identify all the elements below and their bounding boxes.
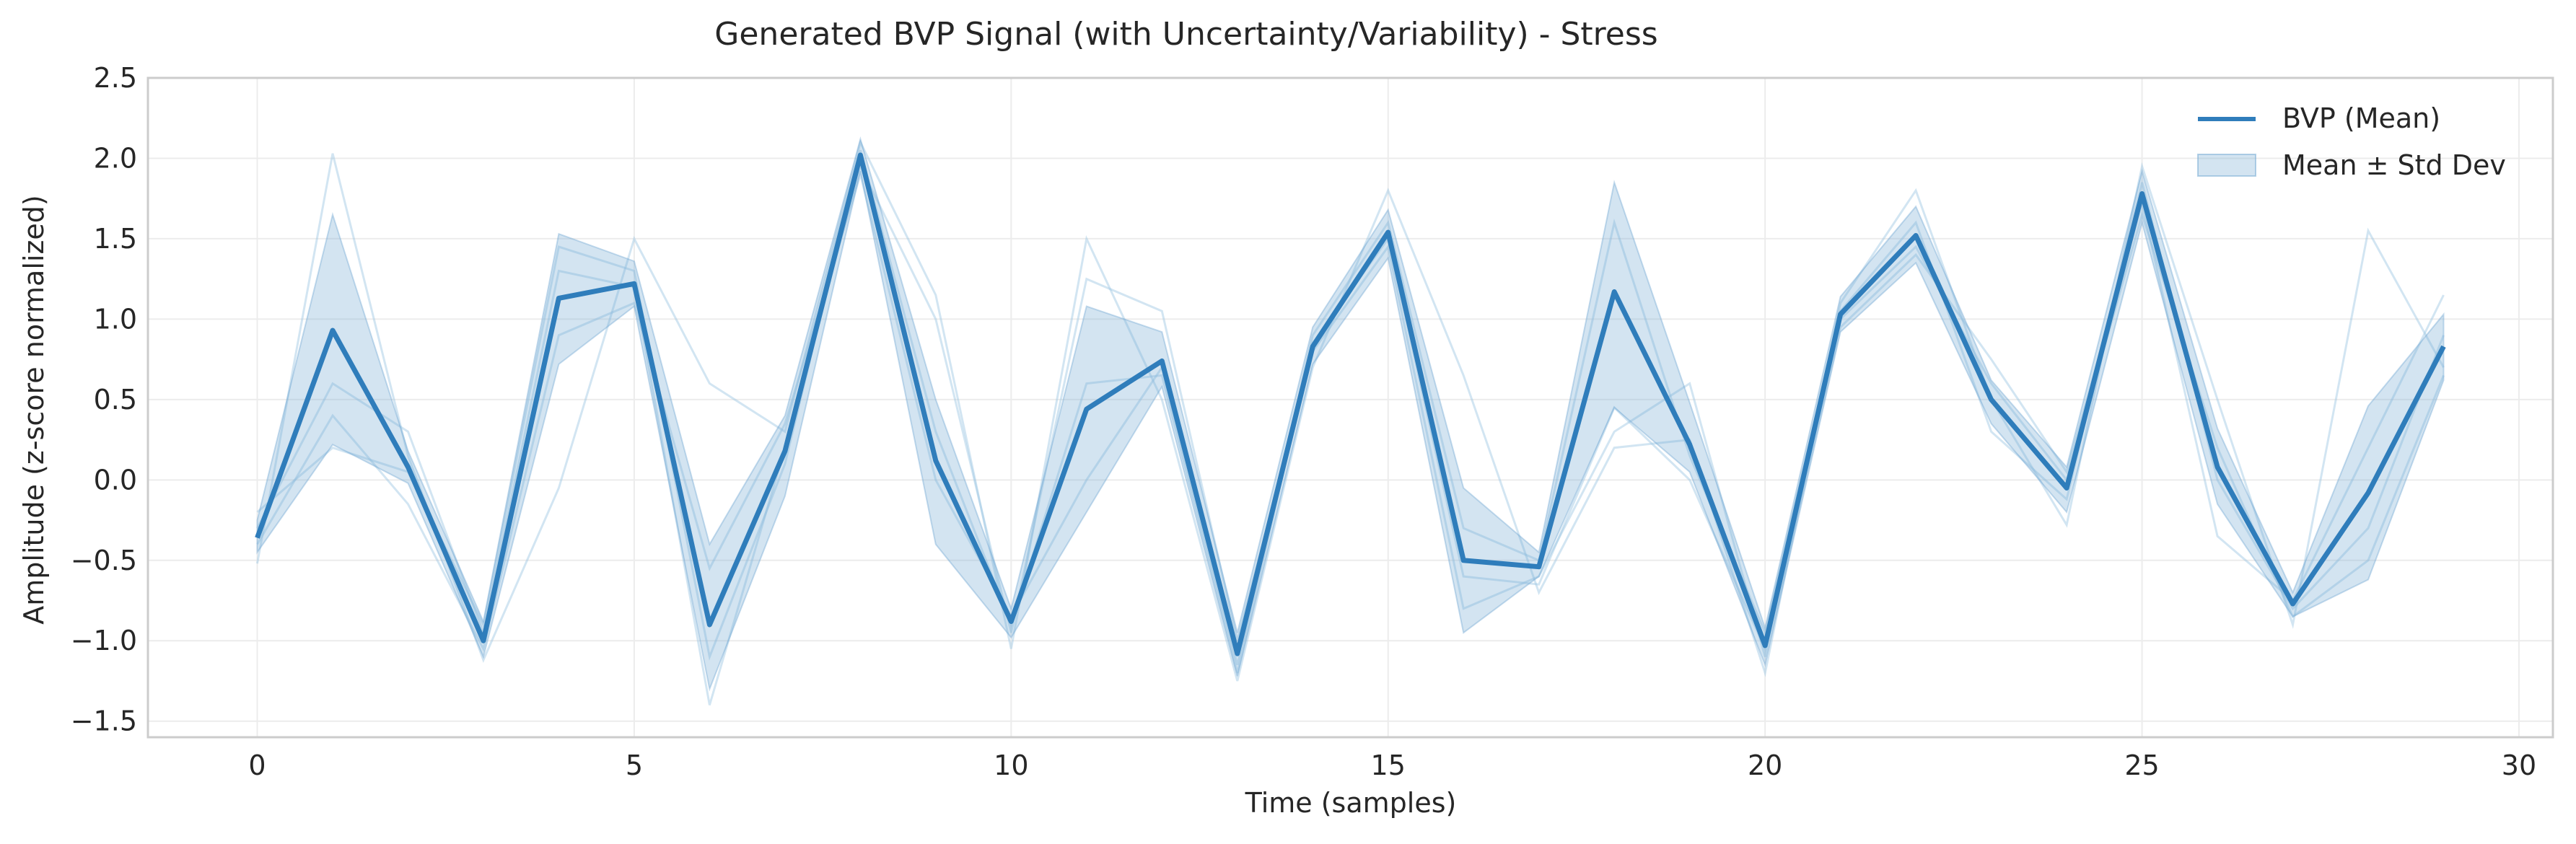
y-tick-label: −1.0 [71, 625, 137, 656]
y-tick-labels: −1.5 −1.0 −0.5 0.0 0.5 1.0 1.5 2.0 2.5 [71, 62, 137, 737]
x-tick-label: 15 [1371, 750, 1406, 781]
std-dev-band [256, 136, 2445, 692]
grid-lines [148, 77, 2553, 737]
y-tick-label: 1.0 [94, 303, 137, 335]
x-tick-labels: 0 5 10 15 20 25 30 [248, 750, 2536, 781]
x-tick-label: 0 [248, 750, 266, 781]
x-tick-label: 5 [626, 750, 643, 781]
sample-line [256, 139, 2445, 682]
x-tick-label: 20 [1748, 750, 1782, 781]
y-tick-label: 0.5 [94, 384, 137, 416]
chart-title: Generated BVP Signal (with Uncertainty/V… [714, 16, 1657, 53]
legend-band-label: Mean ± Std Dev [2282, 149, 2506, 181]
plot-frame [146, 76, 2554, 739]
y-axis-label: Amplitude (z-score normalized) [18, 195, 50, 624]
legend-mean-label: BVP (Mean) [2282, 102, 2440, 134]
x-tick-label: 30 [2502, 750, 2536, 781]
mean-line [255, 152, 2446, 656]
legend-band-swatch [2197, 154, 2256, 177]
x-tick-label: 25 [2124, 750, 2159, 781]
y-tick-label: 1.5 [94, 223, 137, 255]
x-axis-label: Time (samples) [1245, 787, 1457, 819]
mean-line-layer [255, 152, 2446, 656]
y-tick-label: 2.5 [94, 62, 137, 94]
y-tick-label: 2.0 [94, 142, 137, 174]
y-tick-label: 0.0 [94, 464, 137, 496]
y-tick-label: −1.5 [71, 705, 137, 737]
legend: BVP (Mean) Mean ± Std Dev [2197, 102, 2506, 181]
std-band-layer [256, 136, 2445, 692]
x-tick-label: 10 [994, 750, 1028, 781]
y-tick-label: −0.5 [71, 545, 137, 576]
